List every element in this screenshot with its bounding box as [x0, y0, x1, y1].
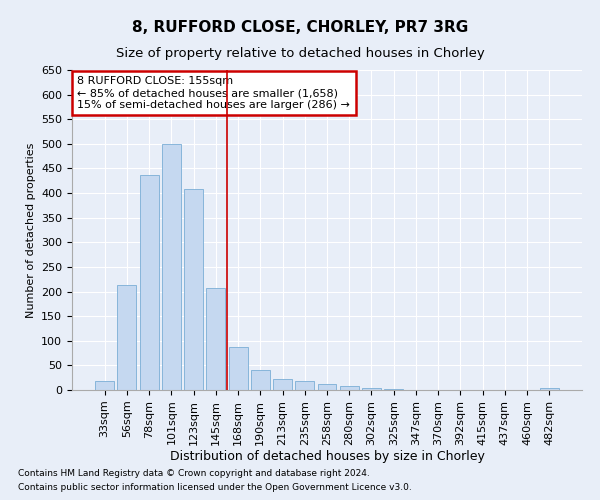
Text: Contains HM Land Registry data © Crown copyright and database right 2024.: Contains HM Land Registry data © Crown c… — [18, 468, 370, 477]
Text: 8, RUFFORD CLOSE, CHORLEY, PR7 3RG: 8, RUFFORD CLOSE, CHORLEY, PR7 3RG — [132, 20, 468, 35]
Text: Contains public sector information licensed under the Open Government Licence v3: Contains public sector information licen… — [18, 484, 412, 492]
Bar — [340, 386, 359, 390]
Text: 8 RUFFORD CLOSE: 155sqm
← 85% of detached houses are smaller (1,658)
15% of semi: 8 RUFFORD CLOSE: 155sqm ← 85% of detache… — [77, 76, 350, 110]
Bar — [540, 388, 559, 390]
Bar — [362, 388, 381, 390]
Bar — [229, 347, 248, 390]
Bar — [251, 370, 270, 390]
Bar — [140, 175, 158, 390]
Bar — [206, 288, 225, 390]
Bar — [162, 144, 181, 390]
X-axis label: Distribution of detached houses by size in Chorley: Distribution of detached houses by size … — [170, 450, 484, 464]
Bar — [295, 381, 314, 390]
Text: Size of property relative to detached houses in Chorley: Size of property relative to detached ho… — [116, 48, 484, 60]
Bar — [95, 381, 114, 390]
Bar — [184, 189, 203, 390]
Bar — [384, 389, 403, 390]
Bar — [118, 285, 136, 390]
Bar — [317, 384, 337, 390]
Bar — [273, 379, 292, 390]
Y-axis label: Number of detached properties: Number of detached properties — [26, 142, 35, 318]
